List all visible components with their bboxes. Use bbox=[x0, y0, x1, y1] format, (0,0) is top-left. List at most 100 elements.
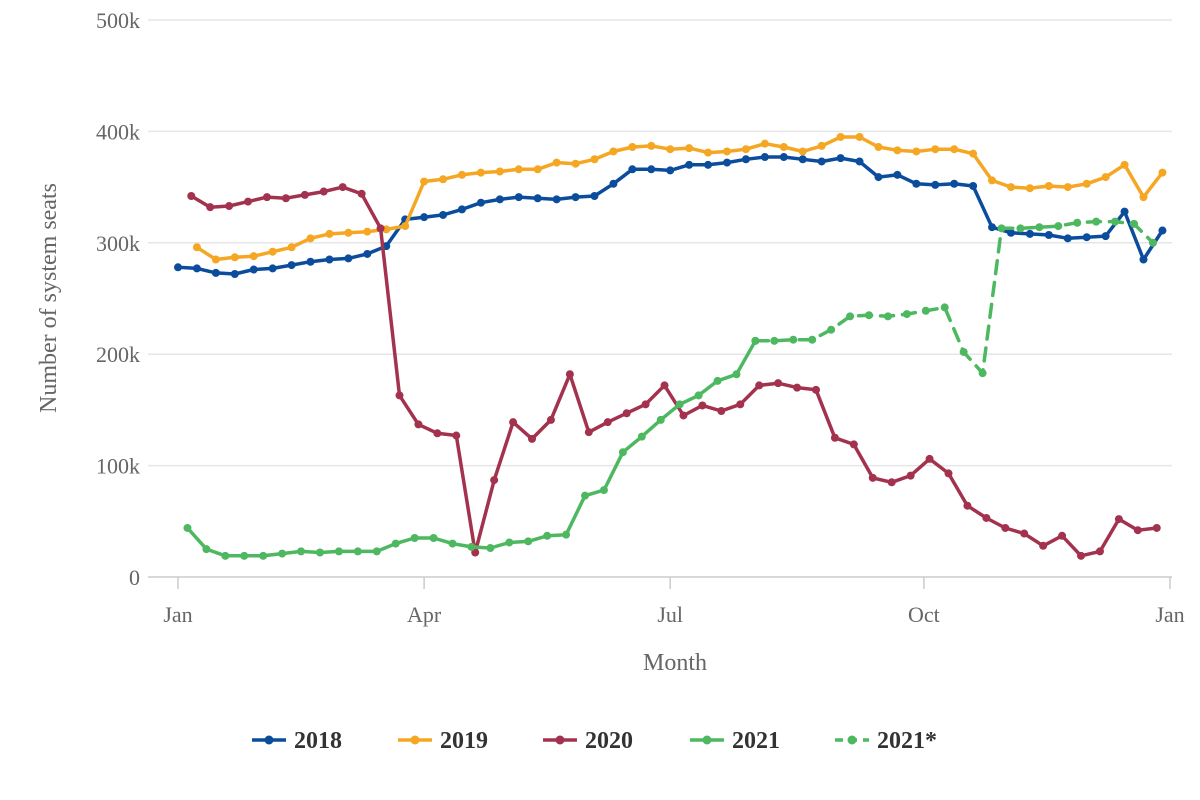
data-point[interactable] bbox=[959, 347, 968, 356]
data-point[interactable] bbox=[495, 167, 504, 176]
data-point[interactable] bbox=[925, 454, 934, 463]
data-point[interactable] bbox=[1139, 255, 1148, 264]
data-point[interactable] bbox=[268, 247, 277, 256]
data-point[interactable] bbox=[864, 311, 873, 320]
data-point[interactable] bbox=[1158, 168, 1167, 177]
data-point[interactable] bbox=[509, 418, 518, 427]
data-point[interactable] bbox=[433, 429, 442, 438]
data-point[interactable] bbox=[376, 224, 385, 233]
data-point[interactable] bbox=[1025, 229, 1034, 238]
data-point[interactable] bbox=[1139, 193, 1148, 202]
data-point[interactable] bbox=[528, 434, 537, 443]
data-point[interactable] bbox=[902, 310, 911, 319]
data-point[interactable] bbox=[315, 548, 324, 557]
data-point[interactable] bbox=[717, 407, 726, 416]
data-point[interactable] bbox=[713, 376, 722, 385]
data-point[interactable] bbox=[808, 335, 817, 344]
data-point[interactable] bbox=[732, 370, 741, 379]
data-point[interactable] bbox=[1035, 223, 1044, 232]
data-point[interactable] bbox=[817, 157, 826, 166]
data-point[interactable] bbox=[1133, 526, 1142, 535]
data-point[interactable] bbox=[704, 160, 713, 169]
data-point[interactable] bbox=[931, 145, 940, 154]
data-point[interactable] bbox=[849, 440, 858, 449]
data-point[interactable] bbox=[524, 537, 533, 546]
data-point[interactable] bbox=[357, 189, 366, 198]
data-point[interactable] bbox=[268, 264, 277, 273]
data-point[interactable] bbox=[452, 431, 461, 440]
data-point[interactable] bbox=[1095, 547, 1104, 556]
data-point[interactable] bbox=[969, 181, 978, 190]
data-point[interactable] bbox=[297, 547, 306, 556]
legend-item[interactable]: 2021* bbox=[835, 728, 937, 754]
data-point[interactable] bbox=[1073, 218, 1082, 227]
data-point[interactable] bbox=[1082, 233, 1091, 242]
data-point[interactable] bbox=[590, 192, 599, 201]
data-point[interactable] bbox=[704, 148, 713, 157]
data-point[interactable] bbox=[912, 179, 921, 188]
data-point[interactable] bbox=[893, 170, 902, 179]
data-point[interactable] bbox=[1001, 523, 1010, 532]
data-point[interactable] bbox=[325, 255, 334, 264]
data-point[interactable] bbox=[950, 145, 959, 154]
data-point[interactable] bbox=[262, 193, 271, 202]
data-point[interactable] bbox=[741, 145, 750, 154]
legend[interactable]: 2018 2019 2020 2021 2021* bbox=[252, 728, 937, 754]
data-point[interactable] bbox=[912, 147, 921, 156]
data-point[interactable] bbox=[817, 141, 826, 150]
data-point[interactable] bbox=[363, 249, 372, 258]
data-point[interactable] bbox=[174, 263, 182, 272]
data-point[interactable] bbox=[1101, 232, 1110, 241]
data-point[interactable] bbox=[401, 222, 410, 231]
data-point[interactable] bbox=[562, 530, 571, 539]
data-point[interactable] bbox=[1111, 217, 1120, 226]
data-point[interactable] bbox=[467, 542, 476, 551]
data-point[interactable] bbox=[789, 335, 798, 344]
data-point[interactable] bbox=[622, 409, 631, 418]
data-point[interactable] bbox=[679, 411, 688, 420]
data-point[interactable] bbox=[533, 194, 542, 203]
data-point[interactable] bbox=[319, 187, 328, 196]
data-point[interactable] bbox=[1077, 551, 1086, 560]
data-point[interactable] bbox=[1006, 228, 1015, 237]
data-point[interactable] bbox=[1044, 231, 1053, 240]
data-point[interactable] bbox=[874, 142, 883, 151]
data-point[interactable] bbox=[940, 303, 949, 312]
data-point[interactable] bbox=[963, 501, 972, 510]
data-point[interactable] bbox=[1054, 222, 1063, 231]
data-point[interactable] bbox=[391, 539, 400, 548]
data-point[interactable] bbox=[836, 132, 845, 141]
data-point[interactable] bbox=[603, 418, 612, 427]
data-point[interactable] bbox=[278, 549, 287, 558]
data-point[interactable] bbox=[855, 157, 864, 166]
data-point[interactable] bbox=[741, 155, 750, 164]
data-point[interactable] bbox=[1130, 219, 1139, 228]
data-point[interactable] bbox=[1025, 184, 1034, 193]
data-point[interactable] bbox=[338, 183, 347, 192]
data-point[interactable] bbox=[363, 227, 372, 236]
data-point[interactable] bbox=[192, 264, 201, 273]
data-point[interactable] bbox=[779, 142, 788, 151]
data-point[interactable] bbox=[978, 369, 987, 378]
data-point[interactable] bbox=[457, 170, 466, 179]
data-point[interactable] bbox=[997, 224, 1006, 233]
data-point[interactable] bbox=[893, 146, 902, 155]
data-point[interactable] bbox=[1039, 541, 1048, 550]
data-point[interactable] bbox=[495, 195, 504, 204]
data-point[interactable] bbox=[660, 381, 669, 390]
data-point[interactable] bbox=[982, 513, 991, 522]
data-point[interactable] bbox=[420, 177, 429, 186]
data-point[interactable] bbox=[736, 400, 745, 409]
data-point[interactable] bbox=[225, 202, 234, 211]
data-point[interactable] bbox=[751, 336, 760, 345]
data-point[interactable] bbox=[211, 255, 220, 264]
data-point[interactable] bbox=[798, 155, 807, 164]
data-point[interactable] bbox=[514, 165, 523, 174]
data-point[interactable] bbox=[1152, 523, 1161, 532]
data-point[interactable] bbox=[221, 551, 230, 560]
data-point[interactable] bbox=[1063, 234, 1072, 243]
data-point[interactable] bbox=[448, 539, 457, 548]
data-point[interactable] bbox=[1101, 173, 1110, 182]
data-point[interactable] bbox=[666, 166, 675, 175]
data-point[interactable] bbox=[599, 486, 608, 495]
